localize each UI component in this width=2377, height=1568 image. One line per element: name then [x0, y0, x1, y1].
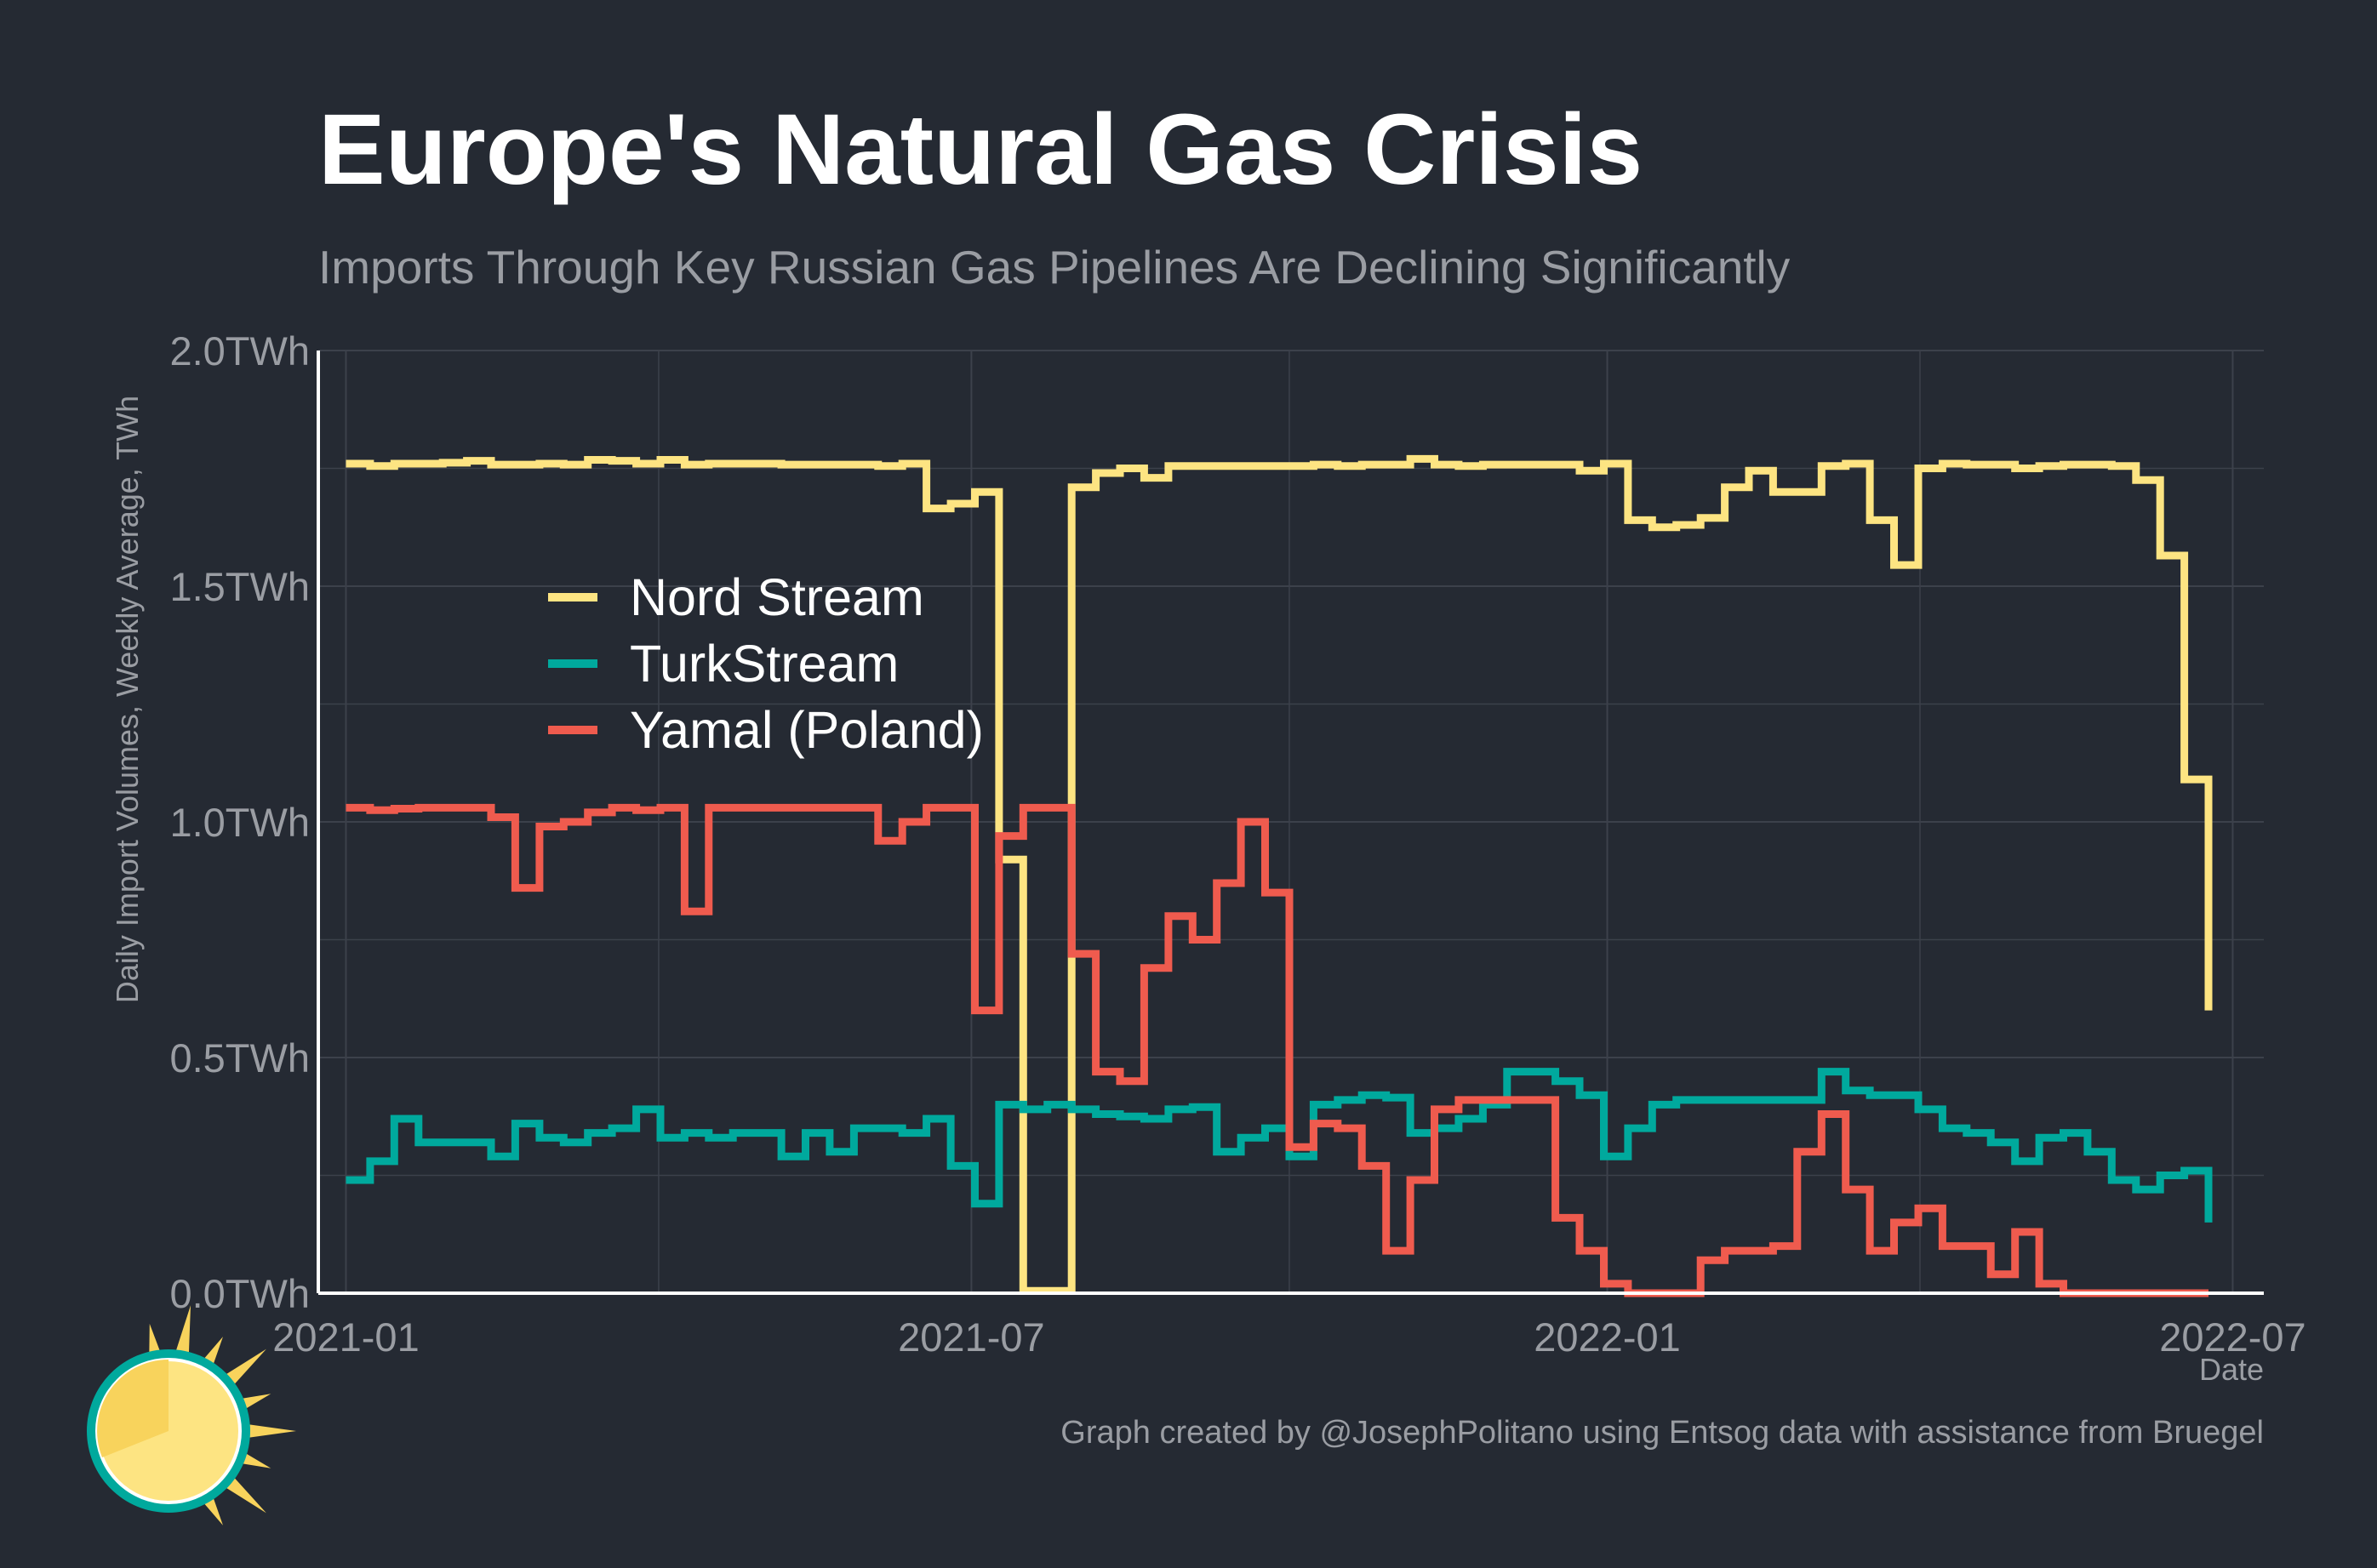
- chart-subtitle: Imports Through Key Russian Gas Pipeline…: [318, 241, 1791, 294]
- legend-label: Nord Stream: [630, 568, 924, 626]
- legend-label: Yamal (Poland): [630, 701, 984, 759]
- y-tick-label: 0.5TWh: [169, 1035, 310, 1080]
- series-line-nord-stream: [346, 454, 2213, 1295]
- series-line-turkstream: [346, 1068, 2213, 1223]
- series-line-yamal-poland: [346, 803, 2208, 1297]
- x-tick-label: 2022-07: [2159, 1314, 2306, 1360]
- sun-logo-icon: [87, 1305, 296, 1525]
- y-tick-label: 1.5TWh: [169, 564, 310, 609]
- x-axis-title: Date: [2199, 1352, 2264, 1387]
- legend: Nord Stream TurkStream Yamal (Poland): [548, 568, 984, 759]
- y-axis-title: Daily Import Volumes, Weekly Average, TW…: [110, 396, 145, 1003]
- x-tick-label: 2021-01: [272, 1314, 420, 1360]
- y-tick-label: 2.0TWh: [169, 328, 310, 373]
- x-tick-label: 2021-07: [898, 1314, 1045, 1360]
- chart-title: Europe's Natural Gas Crisis: [318, 94, 1643, 206]
- y-tick-label: 0.0TWh: [169, 1271, 310, 1316]
- x-tick-label: 2022-01: [1534, 1314, 1681, 1360]
- chart-caption: Graph created by @JosephPolitano using E…: [1060, 1415, 2264, 1451]
- y-tick-label: 1.0TWh: [169, 800, 310, 845]
- legend-label: TurkStream: [630, 635, 899, 693]
